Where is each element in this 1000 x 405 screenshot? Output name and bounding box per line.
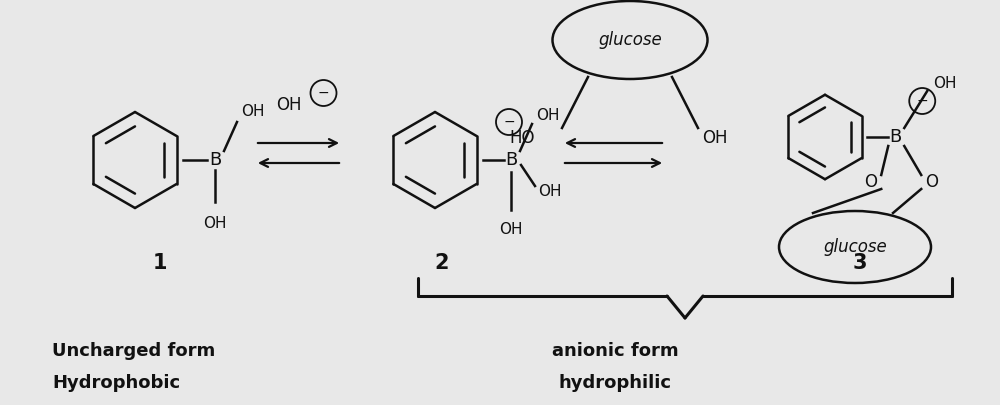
Text: OH: OH — [702, 129, 728, 147]
Text: Uncharged form: Uncharged form — [52, 342, 215, 360]
Text: B: B — [209, 151, 221, 169]
Text: OH: OH — [536, 109, 560, 124]
Text: B: B — [505, 151, 517, 169]
Text: −: − — [503, 115, 515, 129]
Text: 2: 2 — [435, 253, 449, 273]
Text: 3: 3 — [853, 253, 867, 273]
Text: OH: OH — [499, 222, 523, 237]
Text: B: B — [889, 128, 901, 146]
Text: OH: OH — [203, 216, 227, 231]
Text: glucose: glucose — [823, 238, 887, 256]
Text: Hydrophobic: Hydrophobic — [52, 374, 180, 392]
Text: OH: OH — [538, 185, 562, 200]
Text: 1: 1 — [153, 253, 167, 273]
Text: HO: HO — [510, 129, 535, 147]
Text: hydrophilic: hydrophilic — [558, 374, 672, 392]
Text: −: − — [916, 94, 928, 108]
Text: O: O — [925, 173, 938, 191]
Text: O: O — [864, 173, 877, 191]
Text: −: − — [318, 86, 329, 100]
Text: OH: OH — [241, 104, 264, 119]
Text: OH: OH — [276, 96, 301, 114]
Text: glucose: glucose — [598, 31, 662, 49]
Text: anionic form: anionic form — [552, 342, 678, 360]
Text: OH: OH — [933, 75, 957, 90]
